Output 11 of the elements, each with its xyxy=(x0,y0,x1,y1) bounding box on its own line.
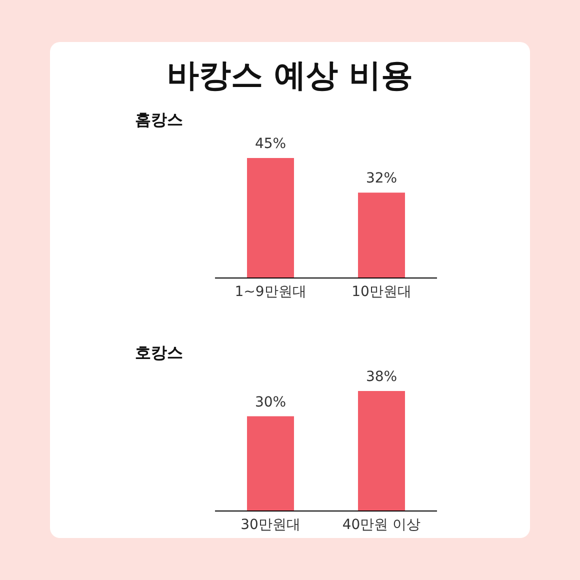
x-tick-label: 1~9만원대 xyxy=(234,284,306,300)
chart-title: 바캉스 예상 비용 xyxy=(166,55,414,96)
chart-title: 호캉스 xyxy=(135,343,183,364)
chart-subtitle: 홈캉스 xyxy=(135,110,183,131)
data-label: 38% xyxy=(366,369,398,385)
data-label: 32% xyxy=(366,170,398,187)
x-tick-label: 10만원대 xyxy=(352,284,412,300)
x-tick-label: 30만원대 xyxy=(240,516,300,533)
data-label: 30% xyxy=(254,394,286,410)
x-tick-label: 40만원 이상 xyxy=(342,516,421,533)
data-label: 45% xyxy=(254,136,286,152)
